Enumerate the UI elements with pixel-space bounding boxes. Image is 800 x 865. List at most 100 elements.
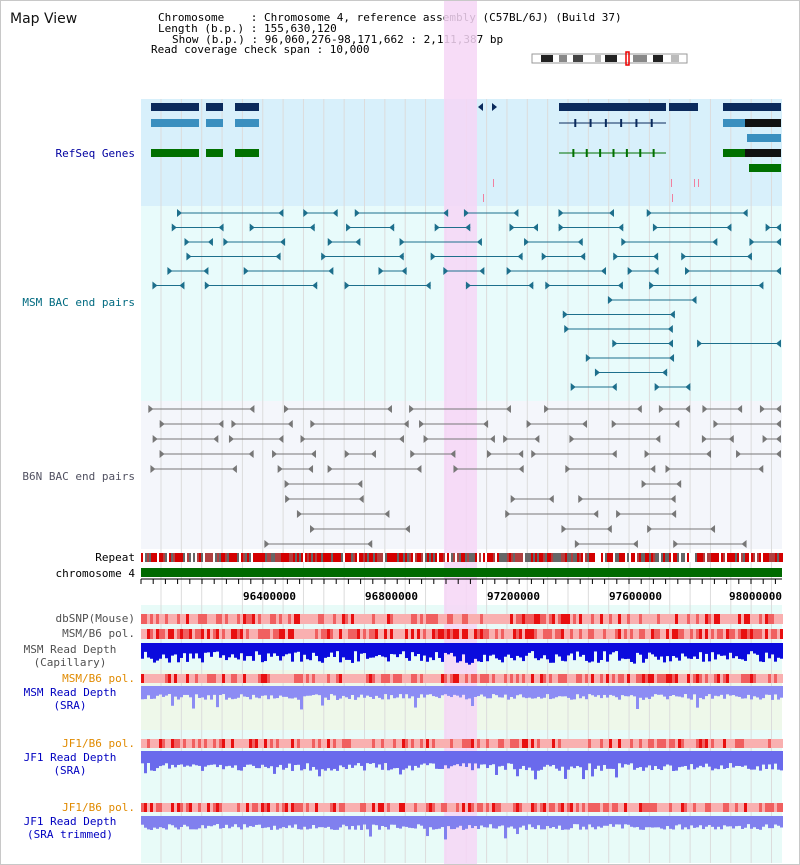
- polymorphism-cell: [357, 803, 360, 812]
- polymorphism-cell: [708, 803, 711, 812]
- read-depth-bar: [489, 643, 492, 656]
- read-depth-bar: [492, 643, 495, 655]
- polymorphism-cell: [741, 674, 744, 683]
- read-depth-bar: [771, 686, 774, 700]
- polymorphism-cell: [549, 614, 552, 624]
- read-depth-bar: [666, 686, 669, 700]
- polymorphism-cell: [477, 614, 480, 624]
- polymorphism-cell: [198, 803, 201, 812]
- repeat-segment: [771, 553, 773, 562]
- polymorphism-cell: [582, 674, 585, 683]
- read-depth-bar: [624, 686, 627, 697]
- polymorphism-cell: [309, 739, 312, 748]
- polymorphism-cell: [735, 674, 738, 683]
- polymorphism-cell: [279, 614, 282, 624]
- read-depth-bar: [264, 751, 267, 767]
- polymorphism-cell: [447, 614, 450, 624]
- repeat-segment: [309, 553, 311, 562]
- polymorphism-cell: [210, 739, 213, 748]
- polymorphism-cell: [537, 803, 540, 812]
- polymorphism-cell: [261, 739, 264, 748]
- track-label-msm-bac[interactable]: MSM BAC end pairs: [22, 296, 135, 309]
- polymorphism-cell: [618, 739, 621, 748]
- track-label-b6n-bac[interactable]: B6N BAC end pairs: [22, 470, 135, 483]
- read-depth-bar: [711, 751, 714, 771]
- bac-end: [759, 405, 765, 413]
- read-depth-bar: [675, 643, 678, 658]
- polymorphism-cell: [162, 674, 165, 683]
- read-depth-bar: [669, 686, 672, 697]
- read-depth-bar: [693, 643, 696, 657]
- polymorphism-cell: [669, 629, 672, 639]
- repeat-segment: [663, 553, 665, 562]
- polymorphism-cell: [507, 674, 510, 683]
- read-depth-bar: [645, 816, 648, 828]
- polymorphism-cell: [324, 629, 327, 639]
- read-depth-bar: [696, 643, 699, 659]
- polymorphism-cell: [753, 629, 756, 639]
- polymorphism-cell: [435, 803, 438, 812]
- polymorphism-cell: [462, 803, 465, 812]
- polymorphism-cell: [663, 674, 666, 683]
- read-depth-bar: [513, 751, 516, 770]
- polymorphism-cell: [669, 674, 672, 683]
- polymorphism-cell: [471, 614, 474, 624]
- read-depth-bar: [297, 643, 300, 652]
- polymorphism-cell: [678, 739, 681, 748]
- polymorphism-cell: [717, 614, 720, 624]
- read-depth-bar: [660, 816, 663, 829]
- bac-end: [531, 450, 537, 458]
- polymorphism-cell: [402, 674, 405, 683]
- polymorphism-cell: [330, 739, 333, 748]
- read-depth-bar: [612, 816, 615, 827]
- polymorphism-cell: [591, 674, 594, 683]
- polymorphism-cell: [147, 739, 150, 748]
- repeat-segment: [507, 553, 509, 562]
- polymorphism-cell: [762, 629, 765, 639]
- polymorphism-cell: [780, 614, 783, 624]
- gene-block: [151, 103, 199, 111]
- polymorphism-cell: [636, 739, 639, 748]
- polymorphism-cell: [159, 629, 162, 639]
- read-depth-bar: [690, 643, 693, 659]
- polymorphism-cell: [468, 803, 471, 812]
- read-depth-bar: [519, 643, 522, 658]
- polymorphism-cell: [531, 674, 534, 683]
- read-depth-bar: [444, 816, 447, 840]
- polymorphism-cell: [687, 739, 690, 748]
- read-depth-bar: [699, 816, 702, 826]
- repeat-segment: [443, 553, 445, 562]
- read-depth-bar: [180, 686, 183, 698]
- polymorphism-cell: [771, 674, 774, 683]
- polymorphism-cell: [366, 629, 369, 639]
- gene-arrow: [492, 103, 497, 111]
- bac-end: [524, 238, 530, 246]
- polymorphism-cell: [354, 629, 357, 639]
- read-depth-bar: [543, 751, 546, 767]
- read-depth-bar: [552, 643, 555, 663]
- polymorphism-cell: [615, 629, 618, 639]
- read-depth-bar: [276, 686, 279, 699]
- polymorphism-cell: [459, 629, 462, 639]
- bac-end: [344, 450, 350, 458]
- polymorphism-cell: [219, 614, 222, 624]
- polymorphism-cell: [369, 629, 372, 639]
- polymorphism-cell: [369, 674, 372, 683]
- read-depth-bar: [525, 751, 528, 771]
- polymorphism-cell: [222, 803, 225, 812]
- gene-block: [669, 103, 698, 111]
- gene-block: [206, 149, 223, 157]
- polymorphism-cell: [210, 803, 213, 812]
- polymorphism-cell: [477, 629, 480, 639]
- read-depth-bar: [549, 751, 552, 767]
- read-depth-bar: [459, 643, 462, 662]
- polymorphism-cell: [456, 739, 459, 748]
- track-label-refseq[interactable]: RefSeq Genes: [55, 147, 135, 160]
- polymorphism-cell: [396, 614, 399, 624]
- polymorphism-cell: [174, 629, 177, 639]
- polymorphism-cell: [747, 629, 750, 639]
- polymorphism-cell: [525, 629, 528, 639]
- bac-end: [712, 238, 718, 246]
- polymorphism-cell: [708, 614, 711, 624]
